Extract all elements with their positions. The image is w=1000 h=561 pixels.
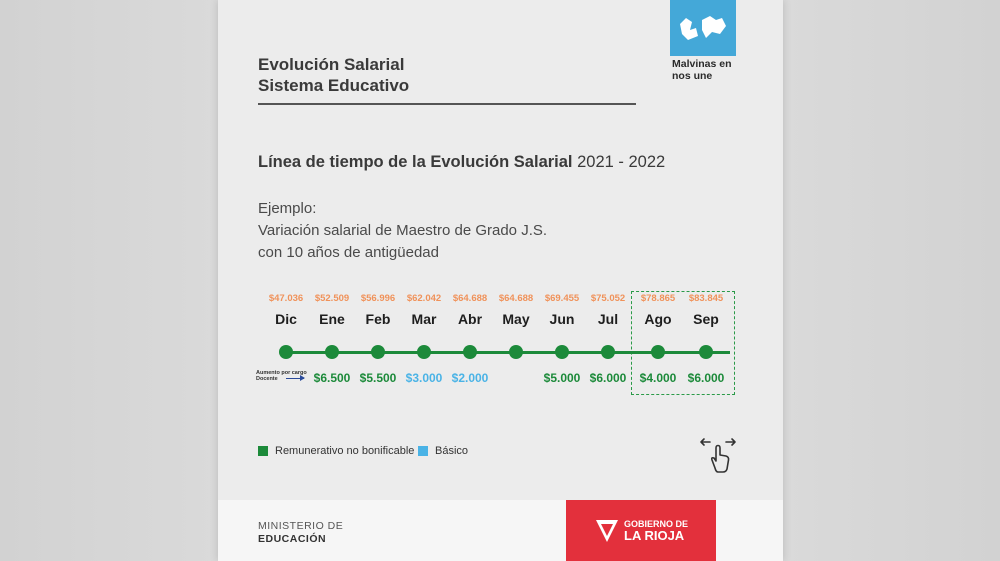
increase-amount: $5.000 [543, 371, 581, 385]
example-text: Ejemplo: Variación salarial de Maestro d… [258, 200, 548, 261]
footer: MINISTERIO DE EDUCACIÓN GOBIERNO DE LA R… [218, 500, 783, 561]
timeline-dot [417, 345, 431, 359]
increase-amount: $6.000 [589, 371, 627, 385]
month-name: Abr [457, 311, 483, 327]
aumento-label: Aumento por cargo Docente [256, 370, 307, 382]
highlight-box [631, 291, 735, 395]
month-abr: $64.688 Abr [440, 293, 500, 327]
title-line-2: Sistema Educativo [258, 76, 410, 95]
timeline-dot [463, 345, 477, 359]
month-ene: $52.509 Ene [302, 293, 362, 327]
month-ago: $78.865 Ago [628, 293, 688, 327]
month-amount: $75.052 [590, 293, 626, 304]
month-amount: $64.688 [452, 293, 488, 304]
legend-remunerativo: Remunerativo no bonificable [258, 445, 414, 457]
increase-amount: $6.500 [313, 371, 351, 385]
arrow-right-icon [286, 375, 305, 381]
malvinas-logo-text: Malvinas en nos une [672, 58, 732, 82]
ministry-label: MINISTERIO DE EDUCACIÓN [258, 520, 344, 545]
legend-swatch-green [258, 446, 268, 456]
month-name: Feb [365, 311, 391, 327]
timeline-line [284, 351, 730, 354]
timeline-dot [325, 345, 339, 359]
legend-basico: Básico [418, 445, 468, 457]
timeline-dot [555, 345, 569, 359]
month-amount: $52.509 [314, 293, 350, 304]
timeline-dot [699, 345, 713, 359]
malvinas-logo-icon [670, 0, 736, 56]
month-sep: $83.845 Sep [676, 293, 736, 327]
gobierno-rioja-logo: GOBIERNO DE LA RIOJA [566, 500, 716, 561]
timeline-subtitle: Línea de tiempo de la Evolución Salarial… [258, 153, 666, 171]
increase-amount: $5.500 [359, 371, 397, 385]
month-amount: $56.996 [360, 293, 396, 304]
page-title: Evolución Salarial Sistema Educativo [258, 54, 409, 96]
increase-amount: $2.000 [451, 371, 489, 385]
month-jun: $69.455 Jun [532, 293, 592, 327]
month-name: Dic [275, 311, 297, 327]
month-mar: $62.042 Mar [394, 293, 454, 327]
infographic-card: Evolución Salarial Sistema Educativo Mal… [218, 0, 783, 561]
increase-amount: $6.000 [687, 371, 725, 385]
month-name: Jun [549, 311, 575, 327]
rioja-logo-icon [596, 520, 618, 542]
month-name: Ene [319, 311, 345, 327]
salary-timeline: $47.036 Dic $52.509 Ene $6.500 $56.996 Feb $5.5… [266, 293, 746, 403]
month-name: Sep [693, 311, 719, 327]
timeline-dot [371, 345, 385, 359]
month-amount: $69.455 [544, 293, 580, 304]
timeline-dot [601, 345, 615, 359]
month-name: Jul [597, 311, 619, 327]
title-divider [258, 103, 636, 105]
timeline-dot [651, 345, 665, 359]
month-name: Mar [411, 311, 437, 327]
month-dic: $47.036 Dic [256, 293, 316, 327]
month-name: Ago [644, 311, 672, 327]
legend-swatch-blue [418, 446, 428, 456]
month-may: $64.688 May [486, 293, 546, 327]
timeline-dot [509, 345, 523, 359]
month-feb: $56.996 Feb [348, 293, 408, 327]
month-name: May [502, 311, 530, 327]
month-amount: $62.042 [406, 293, 442, 304]
increase-amount: $4.000 [639, 371, 677, 385]
title-line-1: Evolución Salarial [258, 55, 405, 74]
month-amount: $64.688 [498, 293, 534, 304]
month-amount: $47.036 [268, 293, 304, 304]
timeline-dot [279, 345, 293, 359]
swipe-hand-icon [698, 436, 738, 481]
month-amount: $83.845 [688, 293, 724, 304]
month-jul: $75.052 Jul [578, 293, 638, 327]
increase-amount: $3.000 [405, 371, 443, 385]
month-amount: $78.865 [640, 293, 676, 304]
